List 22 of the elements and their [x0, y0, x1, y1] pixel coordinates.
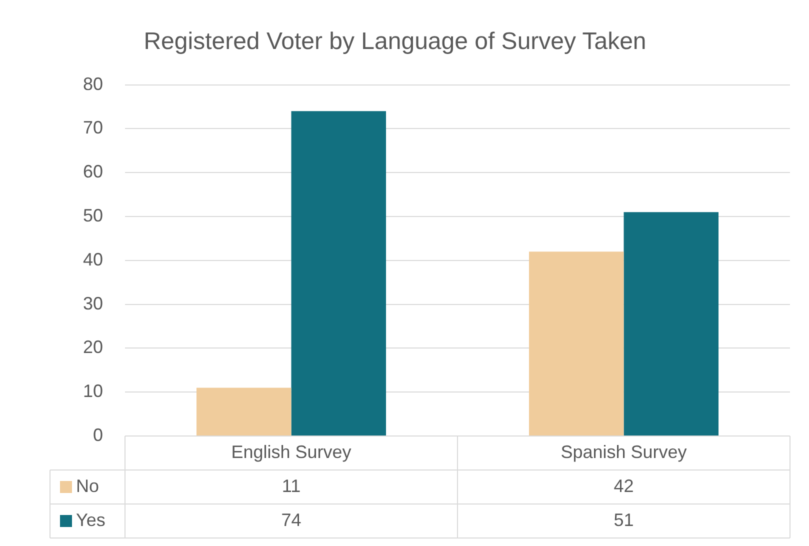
- chart-title: Registered Voter by Language of Survey Taken: [144, 28, 646, 56]
- bar: [291, 111, 386, 436]
- y-tick-label: 70: [82, 118, 103, 138]
- data-label: 11: [282, 476, 301, 496]
- y-tick-label: 0: [92, 424, 103, 445]
- data-label: 51: [614, 510, 634, 530]
- y-tick-label: 20: [82, 337, 103, 358]
- x-tick-label: English Survey: [231, 442, 352, 462]
- data-label: 74: [281, 510, 302, 530]
- y-tick-label: 40: [82, 249, 103, 270]
- bar: [196, 388, 292, 436]
- x-tick-label: Spanish Survey: [560, 442, 687, 462]
- bar: [624, 212, 719, 436]
- y-tick-label: 80: [82, 74, 103, 94]
- bar: [528, 252, 624, 436]
- y-tick-label: 30: [82, 293, 103, 314]
- legend-label: Yes: [76, 510, 106, 530]
- data-label: 42: [614, 476, 634, 496]
- y-tick-label: 60: [82, 162, 103, 182]
- legend-label: No: [76, 476, 100, 496]
- y-tick-label: 50: [82, 205, 103, 226]
- y-tick-label: 10: [82, 381, 103, 402]
